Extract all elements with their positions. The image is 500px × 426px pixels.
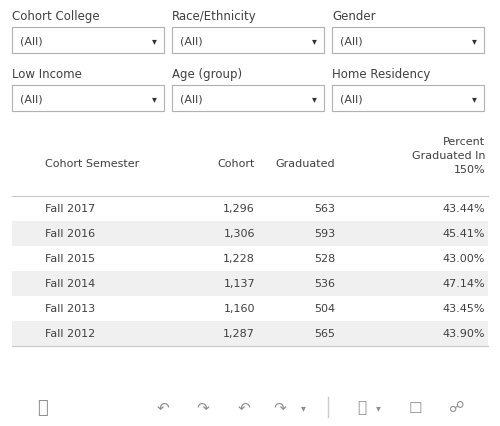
FancyBboxPatch shape [172, 86, 324, 112]
Text: 43.00%: 43.00% [442, 254, 485, 264]
Text: Fall 2012: Fall 2012 [45, 329, 95, 339]
Text: 43.44%: 43.44% [442, 204, 485, 214]
Text: 1,296: 1,296 [223, 204, 255, 214]
Text: ▾: ▾ [472, 94, 476, 104]
Text: Percent
Graduated In
150%: Percent Graduated In 150% [412, 137, 485, 175]
Text: ↷: ↷ [274, 400, 286, 414]
Text: 565: 565 [314, 329, 335, 339]
Text: 563: 563 [314, 204, 335, 214]
Text: Gender: Gender [332, 10, 376, 23]
Text: Cohort: Cohort [218, 158, 255, 169]
Text: ▾: ▾ [472, 36, 476, 46]
Text: Race/Ethnicity: Race/Ethnicity [172, 10, 257, 23]
Text: ▾: ▾ [312, 36, 316, 46]
FancyBboxPatch shape [12, 271, 488, 296]
Text: (All): (All) [340, 94, 362, 104]
FancyBboxPatch shape [172, 28, 324, 54]
FancyBboxPatch shape [12, 222, 488, 246]
Text: Fall 2013: Fall 2013 [45, 304, 95, 314]
FancyBboxPatch shape [332, 86, 484, 112]
Text: ⥂: ⥂ [36, 398, 48, 416]
Text: ⎕: ⎕ [358, 400, 366, 414]
Text: 1,137: 1,137 [224, 279, 255, 289]
Text: 1,228: 1,228 [223, 254, 255, 264]
Text: Fall 2015: Fall 2015 [45, 254, 95, 264]
FancyBboxPatch shape [12, 86, 164, 112]
FancyBboxPatch shape [12, 28, 164, 54]
Text: ☍: ☍ [448, 400, 464, 414]
Text: Cohort College: Cohort College [12, 10, 100, 23]
FancyBboxPatch shape [12, 321, 488, 346]
Text: 1,306: 1,306 [224, 229, 255, 239]
Text: 528: 528 [314, 254, 335, 264]
Text: ↶: ↶ [238, 400, 250, 414]
FancyBboxPatch shape [332, 28, 484, 54]
Text: (All): (All) [340, 36, 362, 46]
Text: Fall 2016: Fall 2016 [45, 229, 95, 239]
Text: 504: 504 [314, 304, 335, 314]
Text: (All): (All) [20, 94, 42, 104]
Text: ▾: ▾ [312, 94, 316, 104]
Text: 1,287: 1,287 [223, 329, 255, 339]
Text: ↷: ↷ [196, 400, 209, 414]
Text: (All): (All) [180, 94, 203, 104]
Text: 593: 593 [314, 229, 335, 239]
Text: ↶: ↶ [156, 400, 170, 414]
Text: Home Residency: Home Residency [332, 68, 430, 81]
Text: Cohort Semester: Cohort Semester [45, 158, 139, 169]
Text: ▾: ▾ [300, 402, 306, 412]
Text: ▾: ▾ [376, 402, 380, 412]
Text: ☐: ☐ [408, 400, 422, 414]
Text: 43.45%: 43.45% [442, 304, 485, 314]
Text: Fall 2017: Fall 2017 [45, 204, 95, 214]
Text: 1,160: 1,160 [224, 304, 255, 314]
Text: Age (group): Age (group) [172, 68, 242, 81]
Text: 536: 536 [314, 279, 335, 289]
Text: ▾: ▾ [152, 94, 156, 104]
Text: Fall 2014: Fall 2014 [45, 279, 95, 289]
Text: Graduated: Graduated [276, 158, 335, 169]
Text: ▾: ▾ [152, 36, 156, 46]
Text: Low Income: Low Income [12, 68, 82, 81]
Text: 47.14%: 47.14% [442, 279, 485, 289]
Text: 43.90%: 43.90% [442, 329, 485, 339]
Text: 45.41%: 45.41% [442, 229, 485, 239]
Text: (All): (All) [20, 36, 42, 46]
Text: (All): (All) [180, 36, 203, 46]
